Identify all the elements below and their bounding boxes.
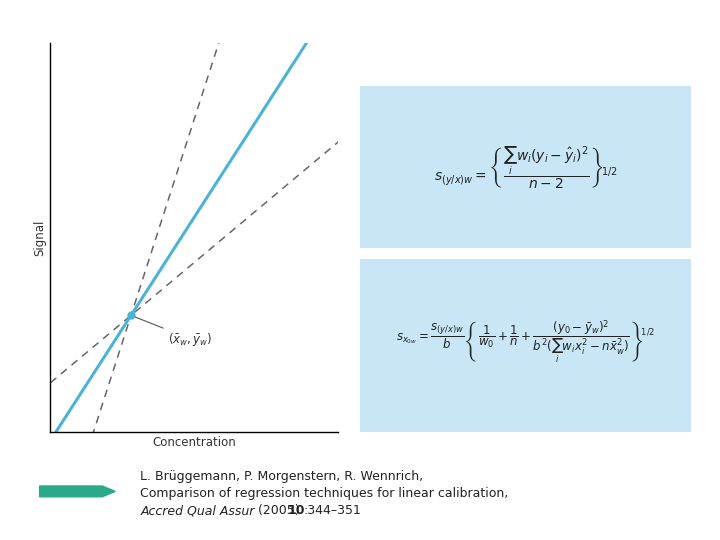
X-axis label: Concentration: Concentration bbox=[153, 436, 236, 449]
Text: Accred Qual Assur: Accred Qual Assur bbox=[140, 504, 255, 517]
Text: $s_{(y/x)w} = \left\{\dfrac{\sum_i w_i(y_i - \hat{y}_i)^2}{n-2}\right\}^{\!\!1/2: $s_{(y/x)w} = \left\{\dfrac{\sum_i w_i(y… bbox=[434, 144, 617, 191]
Text: (2005): (2005) bbox=[254, 504, 304, 517]
Text: $(\bar{x}_w, \bar{y}_w)$: $(\bar{x}_w, \bar{y}_w)$ bbox=[134, 316, 213, 348]
Text: Comparison of regression techniques for linear calibration,: Comparison of regression techniques for … bbox=[140, 487, 508, 500]
Text: 10: 10 bbox=[287, 504, 305, 517]
Text: L. Brüggemann, P. Morgenstern, R. Wennrich,: L. Brüggemann, P. Morgenstern, R. Wennri… bbox=[140, 470, 423, 483]
Y-axis label: Signal: Signal bbox=[33, 219, 46, 256]
Text: $s_{x_{0w}} = \dfrac{s_{(y/x)w}}{b}$$\left\{\dfrac{1}{w_0}+\dfrac{1}{n}+\dfrac{(: $s_{x_{0w}} = \dfrac{s_{(y/x)w}}{b}$$\le… bbox=[396, 319, 655, 366]
Text: :344–351: :344–351 bbox=[303, 504, 361, 517]
